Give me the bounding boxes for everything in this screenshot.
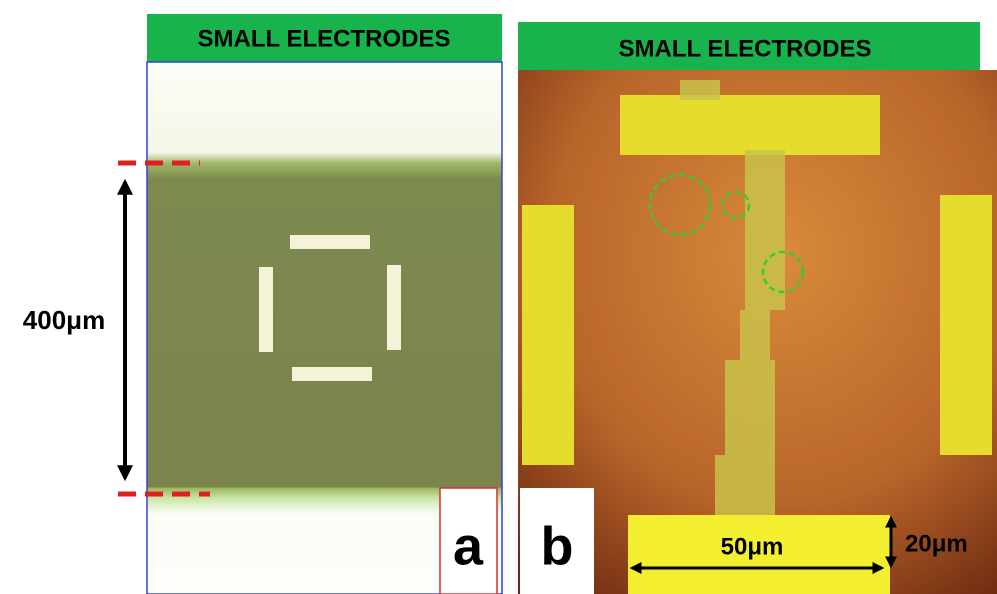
panel-b: SMALL ELECTRODES b 50μm 20μm (518, 22, 997, 594)
panel-label: a (453, 516, 484, 576)
panel-header: SMALL ELECTRODES (198, 25, 451, 52)
scale-label: 20μm (905, 530, 968, 557)
figure: SMALL ELECTRODES a 400μm SMALL ELECTRODE… (0, 0, 997, 594)
panel-a: SMALL ELECTRODES a 400μm (23, 14, 502, 594)
scale-label: 50μm (721, 533, 784, 560)
panel-header: SMALL ELECTRODES (619, 35, 872, 62)
scale-label: 400μm (23, 305, 105, 335)
panel-label: b (541, 516, 574, 576)
